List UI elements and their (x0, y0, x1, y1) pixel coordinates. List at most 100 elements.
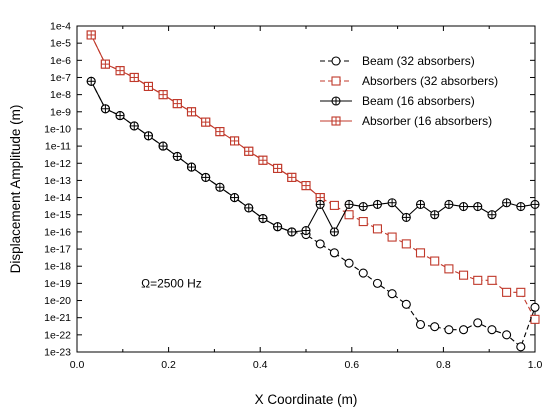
y-tick-label: 1e-4 (50, 21, 71, 33)
data-point (258, 213, 268, 224)
x-tick-label: 0.2 (161, 359, 176, 371)
series-layer (86, 30, 540, 352)
marker-shape (459, 325, 469, 335)
data-point (258, 155, 268, 165)
marker-shape (516, 287, 526, 297)
legend-marker (331, 116, 341, 126)
x-tick-label: 0.4 (253, 359, 268, 371)
x-tick-label: 0.8 (436, 359, 451, 371)
data-point (387, 232, 397, 242)
marker-shape (331, 56, 341, 66)
marker-shape (487, 325, 497, 335)
data-point (502, 198, 512, 208)
data-point (444, 199, 454, 209)
data-point (401, 239, 411, 249)
legend-marker (331, 76, 341, 86)
data-point (502, 287, 512, 297)
data-point (430, 210, 440, 220)
data-point (172, 99, 182, 109)
marker-shape (372, 278, 382, 288)
data-point (115, 111, 125, 121)
data-point (86, 76, 96, 86)
data-point (201, 172, 211, 182)
data-point (329, 227, 339, 237)
marker-shape (344, 210, 354, 220)
y-tick-label: 1e-18 (44, 261, 71, 273)
data-point (186, 162, 197, 172)
data-point (415, 248, 426, 258)
y-tick-label: 1e-19 (44, 278, 71, 290)
data-point (201, 117, 211, 127)
data-point (129, 72, 139, 83)
data-point (372, 278, 382, 288)
data-point (244, 146, 254, 156)
marker-shape (415, 319, 426, 330)
y-tick-label: 1e-12 (44, 158, 71, 170)
y-tick-label: 1e-13 (44, 175, 71, 187)
data-point (301, 225, 311, 236)
y-tick-label: 1e-9 (50, 106, 71, 118)
data-point (372, 224, 382, 234)
data-point (344, 199, 354, 209)
legend-label: Beam (32 absorbers) (362, 54, 475, 68)
data-point (387, 198, 397, 208)
marker-shape (530, 302, 540, 312)
y-tick-label: 1e-5 (50, 38, 71, 50)
y-tick-label: 1e-11 (45, 141, 71, 153)
x-tick-label: 1.0 (528, 359, 543, 371)
data-point (516, 342, 526, 352)
data-point (401, 299, 411, 309)
data-point (329, 248, 339, 258)
marker-shape (502, 287, 512, 297)
marker-shape (387, 289, 397, 299)
data-point (372, 199, 382, 209)
data-point (100, 59, 110, 69)
marker-shape (344, 258, 354, 268)
marker-shape (401, 299, 411, 309)
data-point (143, 131, 153, 141)
data-point (344, 258, 354, 268)
data-point (215, 182, 225, 192)
legend-entry: Absorbers (32 absorbers) (320, 74, 498, 88)
marker-shape (473, 318, 483, 328)
data-point (158, 90, 168, 100)
data-point (315, 199, 325, 209)
data-point (230, 136, 240, 146)
series-3 (86, 76, 540, 237)
y-tick-label: 1e-14 (44, 192, 71, 204)
data-point (459, 325, 469, 335)
marker-shape (358, 268, 368, 278)
y-tick-label: 1e-17 (44, 244, 71, 256)
y-tick-label: 1e-23 (44, 347, 71, 359)
data-point (129, 121, 139, 131)
data-point (115, 66, 125, 76)
data-point (473, 318, 483, 328)
data-point (273, 222, 283, 232)
data-point (530, 314, 540, 324)
data-point (430, 322, 440, 332)
data-point (444, 325, 454, 335)
y-tick-label: 1e-21 (44, 312, 71, 324)
axes-layer: 1e-4 1e-5 1e-6 1e-7 1e-8 1e-9 1e-10 1e-11 1e-12 1… (44, 21, 542, 372)
y-tick-label: 1e-20 (44, 295, 71, 307)
data-point (459, 270, 469, 280)
data-point (344, 210, 354, 220)
marker-shape (329, 200, 339, 210)
y-tick-label: 1e-10 (44, 123, 71, 135)
data-point (487, 275, 497, 285)
legend-entry: Absorber (16 absorbers) (320, 114, 492, 128)
data-point (387, 289, 397, 299)
data-point (401, 212, 411, 222)
data-point (158, 141, 168, 151)
data-point (329, 200, 339, 210)
data-point (430, 256, 440, 266)
y-tick-label: 1e-8 (50, 89, 71, 101)
legend-entry: Beam (16 absorbers) (320, 94, 475, 108)
data-point (487, 325, 497, 335)
marker-shape (444, 325, 454, 335)
y-axis-title: Displacement Amplitude (m) (8, 105, 23, 274)
legend-label: Absorbers (32 absorbers) (362, 74, 498, 88)
data-point (487, 210, 497, 220)
marker-shape (401, 239, 411, 249)
